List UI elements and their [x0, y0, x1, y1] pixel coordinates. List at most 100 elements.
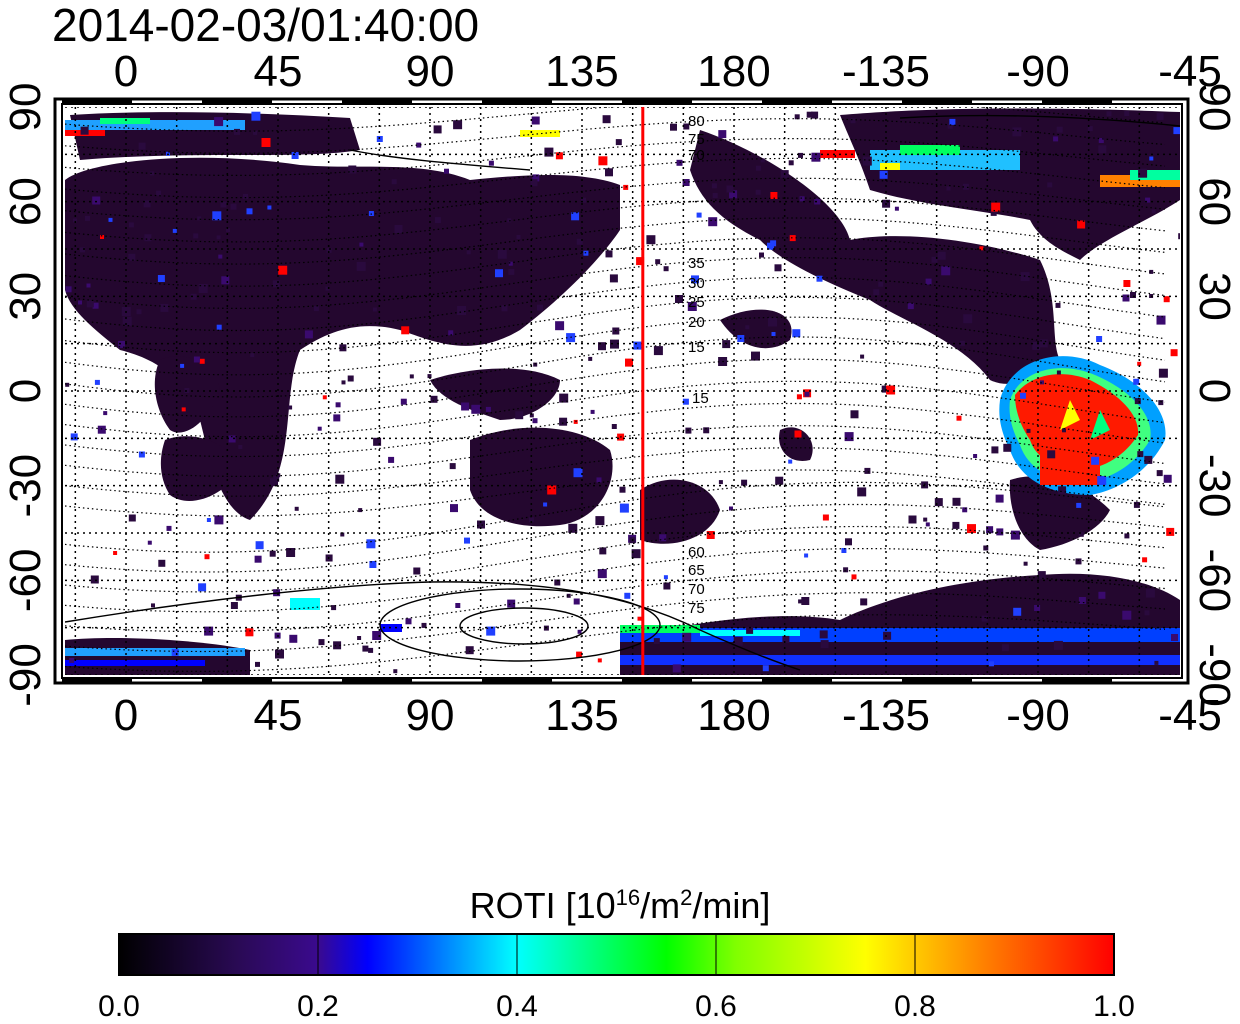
lon-tick-label-bottom: -45 — [1158, 691, 1222, 740]
roti-pixel — [529, 413, 534, 418]
roti-pixel — [313, 306, 319, 312]
roti-pixel — [1047, 182, 1053, 188]
roti-pixel — [1149, 156, 1154, 161]
roti-pixel — [495, 269, 503, 278]
roti-pixel — [962, 183, 969, 190]
lon-tick-label-bottom: 45 — [254, 691, 303, 740]
roti-pixel — [427, 374, 432, 379]
roti-pixel — [416, 142, 422, 148]
roti-pixel — [533, 362, 538, 367]
scale-bar-segment — [482, 99, 552, 104]
roti-pixel — [528, 517, 534, 523]
lon-tick-label-bottom: 0 — [114, 691, 138, 740]
roti-pixel — [663, 266, 669, 272]
roti-pixel — [206, 518, 211, 522]
roti-pixel — [543, 502, 548, 507]
roti-pixel — [931, 256, 938, 263]
roti-pixel — [801, 597, 810, 605]
roti-pixel — [1137, 361, 1142, 366]
roti-pixel — [1137, 451, 1144, 458]
roti-pixel — [80, 126, 89, 135]
roti-pixel — [804, 553, 809, 558]
roti-pixel — [1056, 126, 1063, 133]
roti-pixel — [959, 340, 965, 346]
roti-pixel — [947, 123, 953, 129]
roti-pixel — [1156, 470, 1163, 477]
roti-pixel — [190, 293, 197, 300]
roti-pixel — [221, 276, 230, 285]
roti-pixel — [925, 522, 930, 527]
lon-tick-label-top: 135 — [545, 47, 618, 96]
roti-pixel — [278, 265, 288, 275]
roti-pixel — [220, 201, 227, 208]
roti-pixel — [228, 435, 236, 443]
roti-pixel — [1158, 400, 1164, 406]
roti-pixel — [1133, 378, 1140, 385]
roti-pixel — [1023, 561, 1028, 566]
contour-label: 70 — [688, 581, 705, 598]
roti-pixel — [792, 329, 801, 338]
scale-bar-segment — [762, 678, 832, 683]
roti-pixel — [1130, 292, 1136, 298]
roti-pixel — [850, 410, 859, 419]
roti-pixel — [405, 618, 412, 625]
roti-pixel — [946, 186, 951, 191]
roti-pixel — [860, 598, 868, 606]
roti-pixel — [774, 264, 782, 272]
roti-pixel — [339, 344, 347, 352]
roti-pixel — [448, 330, 454, 336]
roti-pixel — [1026, 428, 1031, 433]
roti-pixel — [676, 159, 683, 166]
roti-pixel — [461, 402, 470, 411]
roti-pixel — [267, 205, 272, 210]
lon-tick-label-bottom: 135 — [545, 691, 618, 740]
roti-pixel — [214, 515, 224, 525]
roti-pixel — [952, 521, 960, 529]
roti-pixel — [568, 523, 578, 533]
roti-pixel — [712, 193, 718, 198]
roti-pixel — [814, 198, 821, 205]
roti-pixel — [949, 118, 956, 125]
roti-pixel — [372, 631, 382, 640]
lat-tick-label-right: 60 — [1190, 177, 1239, 226]
lat-ticks-left: 90 60 30 0 -30 -60 -90 — [1, 83, 50, 707]
roti-pixel — [573, 598, 580, 605]
roti-pixel — [843, 567, 849, 573]
colorbar-tick-label: 0.0 — [98, 990, 140, 1023]
roti-pixel — [555, 152, 563, 160]
roti-pixel — [729, 506, 733, 511]
roti-pixel — [708, 217, 718, 227]
roti-pixel — [269, 550, 276, 557]
roti-pixel — [450, 504, 458, 513]
roti-pixel — [488, 160, 494, 166]
roti-pixel — [1053, 136, 1059, 142]
roti-pixel — [696, 212, 702, 218]
lat-tick-label-left: -30 — [1, 454, 50, 518]
roti-pixel — [444, 168, 449, 174]
roti-pixel — [335, 402, 341, 408]
roti-pixel — [755, 189, 761, 195]
scale-bar-segment — [622, 99, 692, 104]
roti-pixel — [331, 605, 337, 611]
roti-pixel — [388, 456, 395, 463]
roti-pixel — [294, 506, 299, 511]
scale-bar-segment — [202, 678, 272, 683]
roti-pixel — [1040, 380, 1044, 385]
roti-pixel — [845, 538, 852, 546]
polar-contours — [65, 114, 1180, 671]
roti-pixel — [1170, 349, 1178, 357]
roti-pixel — [907, 303, 914, 310]
roti-pixel — [359, 242, 364, 247]
roti-pixel — [94, 379, 100, 385]
roti-pixel — [956, 415, 962, 421]
lon-tick-label-top: 90 — [406, 47, 455, 96]
roti-pixel — [238, 445, 243, 449]
roti-pixel — [289, 634, 298, 643]
roti-pixel — [199, 358, 205, 364]
roti-pixel — [788, 160, 794, 166]
roti-pixel — [864, 467, 871, 474]
roti-pixel — [794, 430, 802, 438]
roti-pixel — [746, 626, 754, 634]
roti-pixel — [261, 138, 271, 147]
roti-pixel — [682, 632, 692, 642]
